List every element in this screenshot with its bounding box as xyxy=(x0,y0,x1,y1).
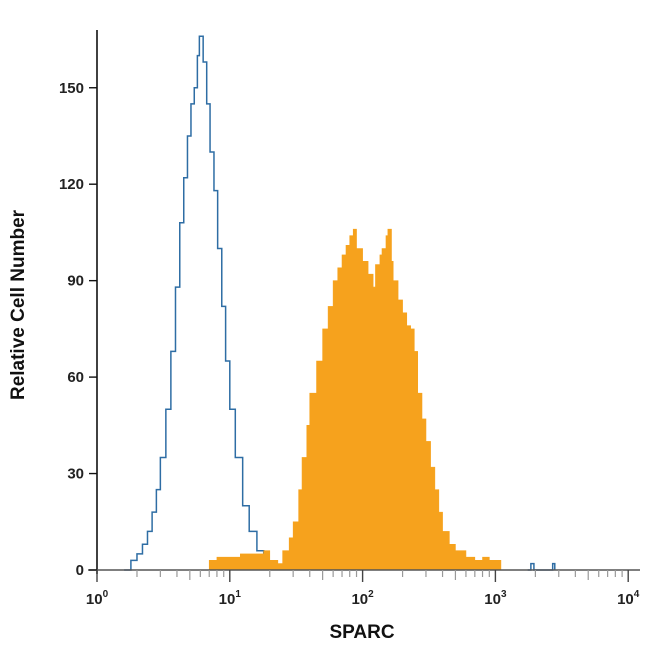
x-tick-label: 103 xyxy=(484,589,507,608)
series-sparc-filled xyxy=(208,228,502,571)
y-tick-label: 0 xyxy=(76,562,84,579)
x-axis-title: SPARC xyxy=(329,622,394,643)
x-tick-label: 101 xyxy=(219,589,242,608)
y-tick-label: 90 xyxy=(67,273,84,290)
series-layer xyxy=(124,35,556,571)
y-tick-label: 120 xyxy=(59,176,84,193)
y-axis-title: Relative Cell Number xyxy=(8,209,29,400)
y-tick-label: 60 xyxy=(67,369,84,386)
y-tick-label: 150 xyxy=(59,80,84,97)
x-tick-label: 102 xyxy=(351,589,374,608)
ticks-layer: 0 30 60 90 120 150 100 101 102 103 104 xyxy=(59,80,640,608)
x-tick-label: 104 xyxy=(617,589,640,608)
x-tick-label: 100 xyxy=(86,589,109,608)
y-tick-label: 30 xyxy=(67,466,84,483)
